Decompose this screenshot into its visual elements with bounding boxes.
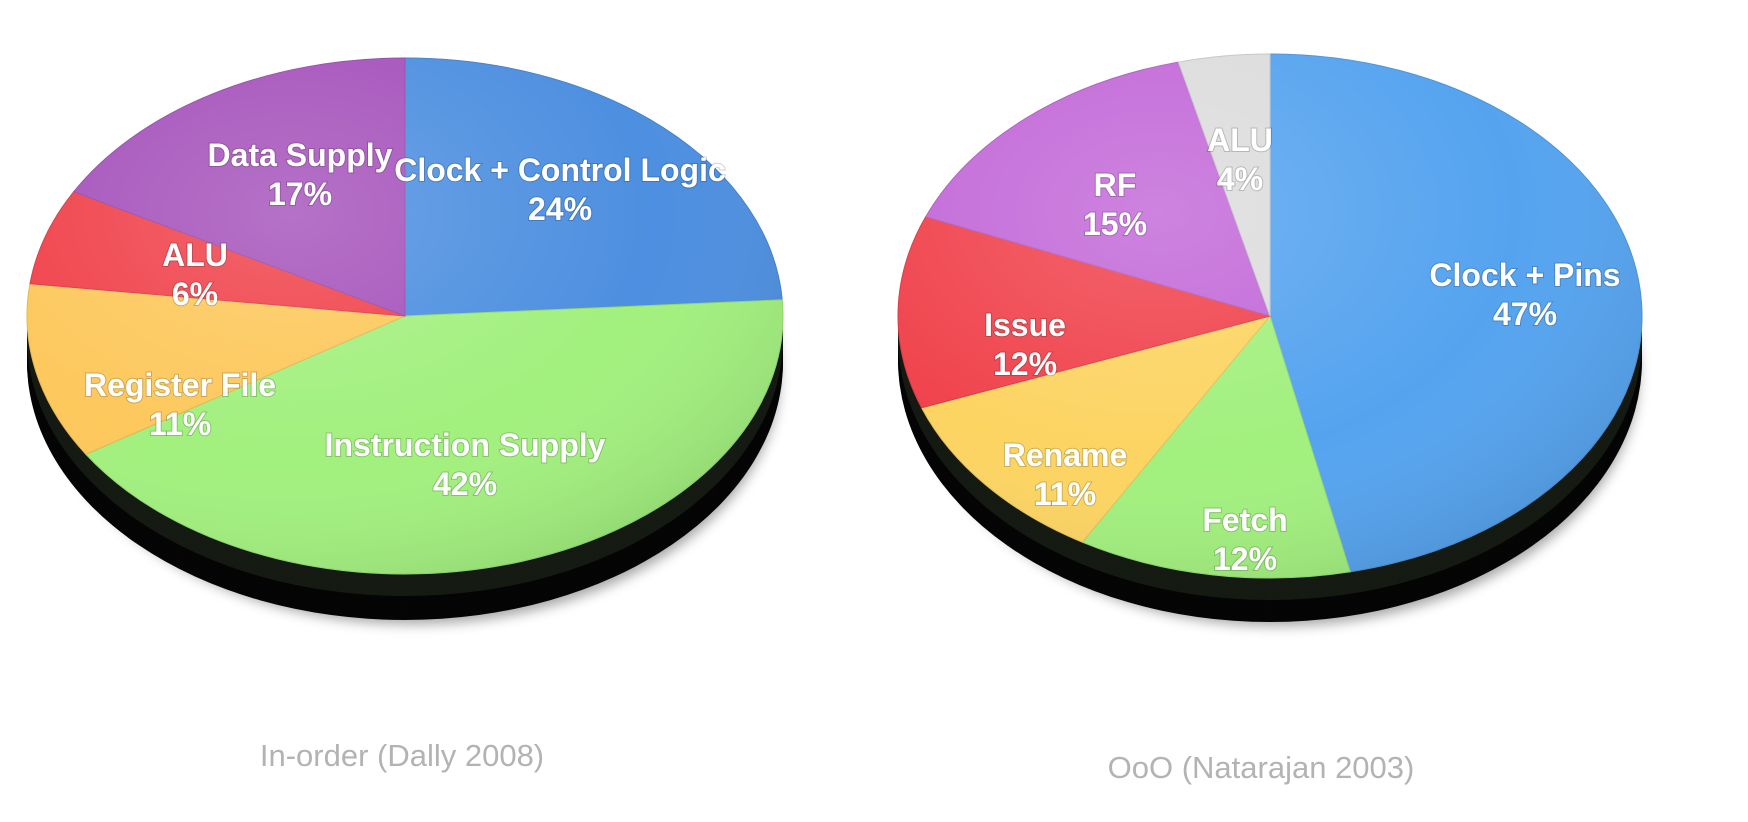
- slice-label-alu: ALU: [1207, 122, 1273, 158]
- slice-value-alu: 6%: [172, 276, 218, 312]
- slice-value-instruction-supply: 42%: [433, 466, 497, 502]
- slice-label-clock-pins: Clock + Pins: [1429, 257, 1620, 293]
- slice-label-issue: Issue: [984, 307, 1066, 343]
- slice-value-data-supply: 17%: [268, 176, 332, 212]
- slice-value-issue: 12%: [993, 346, 1057, 382]
- slice-label-rf: RF: [1094, 167, 1137, 203]
- chart-caption-in-order: In-order (Dally 2008): [259, 738, 545, 773]
- slice-value-rename: 11%: [1034, 476, 1096, 512]
- slice-label-rename: Rename: [1003, 437, 1128, 473]
- slice-value-register-file: 11%: [149, 406, 211, 442]
- chart-caption-ooo: OoO (Natarajan 2003): [1107, 750, 1415, 785]
- slice-value-clock-control-logic: 24%: [528, 191, 592, 227]
- slice-value-alu: 4%: [1217, 161, 1263, 197]
- slice-label-data-supply: Data Supply: [208, 137, 393, 173]
- slice-label-register-file: Register File: [84, 367, 276, 403]
- slice-label-fetch: Fetch: [1202, 502, 1287, 538]
- pie-chart-ooo: Clock + Pins47%Fetch12%Rename11%Issue12%…: [897, 53, 1643, 627]
- slice-value-clock-pins: 47%: [1493, 296, 1557, 332]
- slice-value-fetch: 12%: [1213, 541, 1277, 577]
- slice-value-rf: 15%: [1083, 206, 1147, 242]
- slice-label-instruction-supply: Instruction Supply: [325, 427, 606, 463]
- slice-label-alu: ALU: [162, 237, 228, 273]
- slice-label-clock-control-logic: Clock + Control Logic: [394, 152, 726, 188]
